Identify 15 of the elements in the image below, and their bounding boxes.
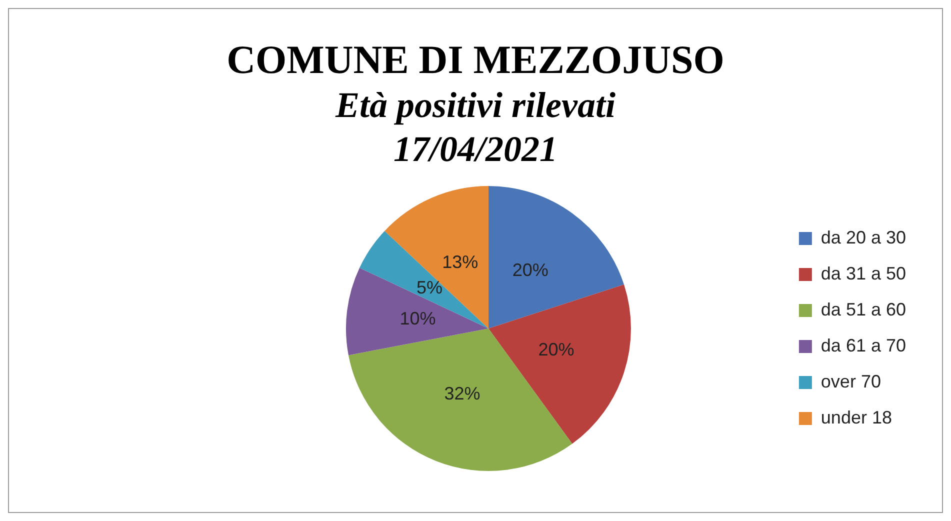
legend-label: da 31 a 50 (820, 263, 906, 284)
data-label: 5% (416, 277, 442, 298)
legend-label: da 61 a 70 (820, 335, 906, 356)
text: 17/04/2021 (392, 128, 558, 171)
data-label: 20% (538, 339, 574, 360)
legend-label: da 51 a 60 (820, 299, 906, 320)
legend-label: over 70 (820, 371, 880, 392)
data-label: 13% (442, 252, 478, 272)
data-label: 32% (444, 384, 480, 404)
chart-subtitle: Età positivi rilevati (334, 84, 616, 127)
chart-title: COMUNE DI MEZZOJUSO (226, 37, 726, 83)
legend-label: under 18 (820, 407, 892, 428)
legend-label: da 20 a 30 (820, 227, 906, 248)
data-label: 10% (399, 308, 436, 329)
data-label: 20% (512, 260, 548, 280)
